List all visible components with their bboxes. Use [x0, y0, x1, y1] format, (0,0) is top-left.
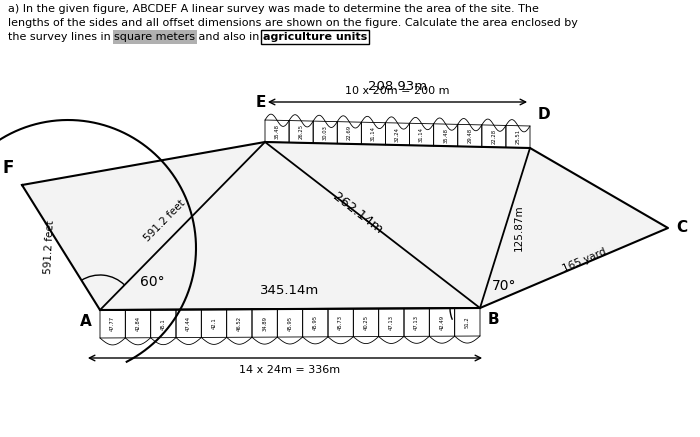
Text: C: C — [676, 221, 687, 236]
Text: 32.24: 32.24 — [395, 126, 400, 142]
Text: 591.2 feet: 591.2 feet — [43, 220, 55, 274]
Text: 125.87m: 125.87m — [514, 205, 524, 251]
Text: F: F — [3, 159, 14, 177]
Text: 591.2 feet: 591.2 feet — [142, 198, 187, 244]
Text: 35.48: 35.48 — [274, 124, 279, 139]
Polygon shape — [22, 142, 668, 310]
Text: 25.51: 25.51 — [515, 129, 521, 144]
Text: 45.1: 45.1 — [161, 318, 166, 329]
Text: 26.25: 26.25 — [299, 124, 304, 139]
Text: 45.95: 45.95 — [288, 316, 293, 330]
Text: 31.14: 31.14 — [419, 127, 424, 142]
Text: 262.14m: 262.14m — [330, 190, 385, 236]
Text: B: B — [488, 312, 500, 327]
Text: 42.1: 42.1 — [211, 318, 216, 329]
Text: 47.77: 47.77 — [110, 316, 116, 332]
Text: lengths of the sides and all offset dimensions are shown on the figure. Calculat: lengths of the sides and all offset dime… — [8, 18, 578, 28]
Text: 40.25: 40.25 — [363, 315, 368, 330]
Text: 208.93m: 208.93m — [368, 80, 427, 93]
Text: A: A — [80, 314, 92, 329]
Text: E: E — [256, 95, 266, 110]
Text: 31.14: 31.14 — [371, 126, 376, 141]
Text: 34.89: 34.89 — [262, 316, 267, 331]
Text: square meters: square meters — [114, 32, 195, 42]
Text: agriculture units: agriculture units — [263, 32, 368, 42]
Text: D: D — [538, 107, 551, 122]
Text: a) In the given figure, ABCDEF A linear survey was made to determine the area of: a) In the given figure, ABCDEF A linear … — [8, 4, 539, 14]
Text: 14 x 24m = 336m: 14 x 24m = 336m — [239, 365, 341, 375]
Text: and also in: and also in — [195, 32, 263, 42]
Text: 10 x 20m = 200 m: 10 x 20m = 200 m — [345, 86, 449, 96]
Text: 165 yard: 165 yard — [561, 246, 608, 274]
Text: 42.49: 42.49 — [440, 315, 444, 330]
Text: 35.48: 35.48 — [443, 128, 448, 142]
Text: 51.2: 51.2 — [465, 316, 470, 328]
Text: 47.13: 47.13 — [389, 315, 394, 330]
Text: 22.28: 22.28 — [491, 128, 496, 144]
Text: 22.69: 22.69 — [346, 125, 352, 140]
Text: 60°: 60° — [140, 275, 164, 289]
Text: the survey lines in: the survey lines in — [8, 32, 114, 42]
Text: 29.48: 29.48 — [468, 128, 472, 143]
Text: 47.13: 47.13 — [414, 315, 419, 330]
Text: 345.14m: 345.14m — [260, 284, 320, 297]
Text: 42.84: 42.84 — [136, 316, 141, 331]
Text: 46.52: 46.52 — [237, 316, 242, 331]
Text: 30.03: 30.03 — [323, 125, 328, 140]
Text: 70°: 70° — [492, 279, 517, 293]
Text: 45.73: 45.73 — [338, 315, 343, 330]
Text: 45.95: 45.95 — [313, 316, 318, 330]
Text: 47.44: 47.44 — [186, 316, 191, 331]
